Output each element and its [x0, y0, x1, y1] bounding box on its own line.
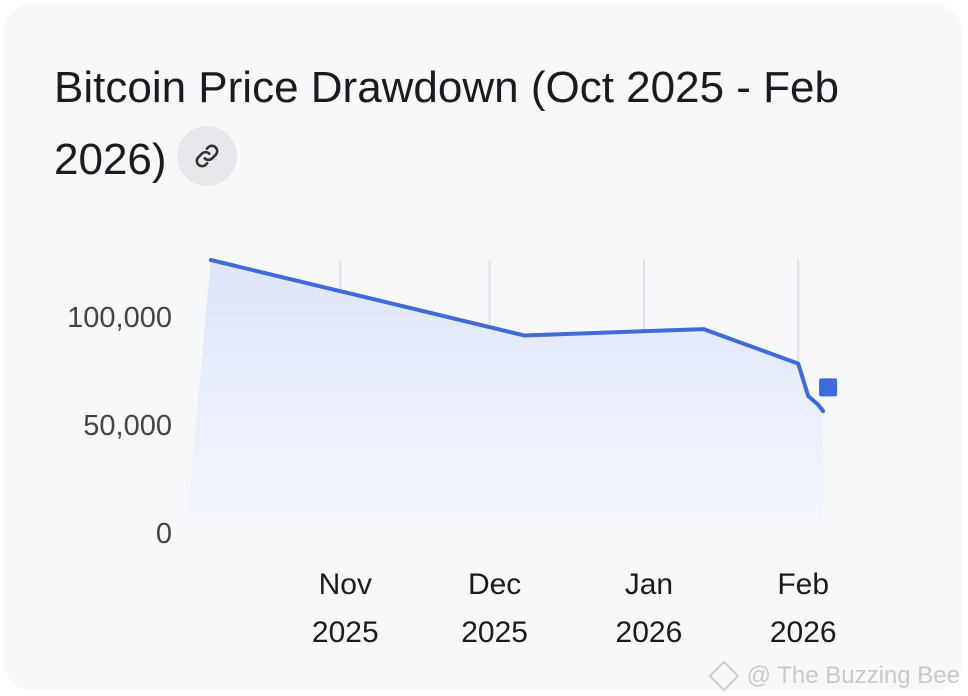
- watermark-logo-icon: [708, 660, 740, 692]
- x-tick-label: Dec: [468, 568, 521, 601]
- x-tick-label: 2025: [312, 616, 379, 649]
- watermark: @ The Buzzing Bee: [708, 660, 960, 692]
- last-price-marker: [819, 378, 838, 397]
- chart-title: Bitcoin Price Drawdown (Oct 2025 - Feb 2…: [54, 63, 839, 184]
- x-tick-label: 2026: [616, 616, 683, 649]
- x-tick-label: Feb: [777, 568, 829, 601]
- y-tick-label: 50,000: [83, 410, 172, 442]
- chart-title-block: Bitcoin Price Drawdown (Oct 2025 - Feb 2…: [54, 52, 934, 196]
- x-tick-label: 2026: [770, 616, 837, 649]
- watermark-text: @ The Buzzing Bee: [746, 662, 960, 689]
- x-tick-label: Nov: [319, 568, 372, 601]
- y-tick-label: 0: [156, 518, 172, 550]
- price-line: [208, 258, 826, 414]
- x-tick-label: 2025: [461, 616, 528, 649]
- area-fill: [186, 260, 824, 532]
- y-tick-label: 100,000: [67, 302, 172, 334]
- link-button[interactable]: [176, 126, 237, 187]
- link-icon: [195, 144, 218, 168]
- x-tick-label: Jan: [625, 568, 673, 601]
